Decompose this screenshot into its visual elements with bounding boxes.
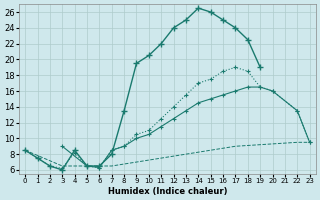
X-axis label: Humidex (Indice chaleur): Humidex (Indice chaleur)	[108, 187, 227, 196]
